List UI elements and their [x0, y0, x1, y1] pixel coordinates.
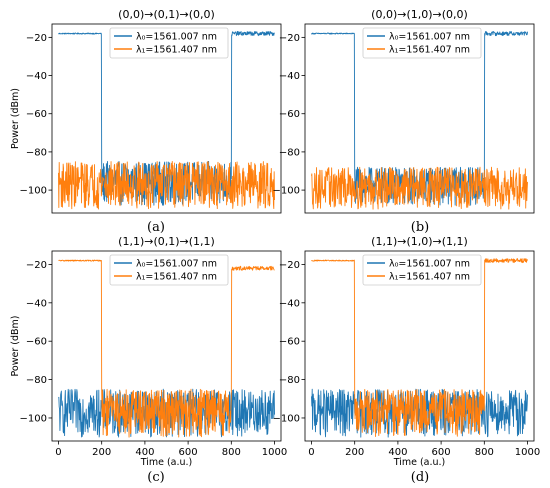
y-tick-label-d-4: −20 — [279, 260, 300, 271]
legend-box-c — [109, 254, 229, 286]
legend-entry-lambda0-a: λ₀=1561.007 nm — [136, 32, 217, 43]
x-tick-label-c-2: 400 — [135, 447, 154, 458]
y-tick-label-c-2: −60 — [26, 337, 47, 348]
x-tick-label-d-2: 400 — [388, 447, 407, 458]
y-tick-label-d-1: −80 — [279, 375, 300, 386]
legend-d: λ₀=1561.007 nm λ₁=1561.407 nm — [362, 254, 482, 286]
y-tick-label-c-0: −100 — [20, 413, 47, 424]
legend-entry-lambda1-a: λ₁=1561.407 nm — [136, 45, 217, 56]
panel-label-c: (c) — [147, 470, 164, 485]
x-tick-label-d-1: 200 — [345, 447, 364, 458]
legend-box-b — [362, 27, 482, 59]
plot-area-c — [58, 259, 275, 438]
axes-frame-d — [304, 250, 535, 442]
legend-entry-lambda0-b: λ₀=1561.007 nm — [389, 32, 470, 43]
legend-entry-lambda1-d: λ₁=1561.407 nm — [389, 272, 470, 283]
chart-panel-c: (1,1)→(0,1)→(1,1) Power (dBm) Time (a.u.… — [10, 235, 287, 468]
x-axis-label-d: Time (a.u.) — [393, 457, 446, 468]
axes-frame-c — [51, 250, 282, 442]
y-tick-label-d-2: −60 — [279, 337, 300, 348]
panel-label-d: (d) — [411, 470, 429, 485]
legend-box-a — [109, 27, 229, 59]
y-tick-label-a-0: −100 — [20, 186, 47, 197]
y-tick-label-d-3: −40 — [279, 298, 300, 309]
series-line-lambda1-b — [311, 166, 528, 210]
y-tick-label-b-1: −80 — [279, 147, 300, 158]
axes-frame-a — [51, 23, 282, 214]
chart-title-b: (0,0)→(1,0)→(0,0) — [371, 8, 468, 21]
series-line-lambda0-c — [58, 388, 275, 438]
axes-frame-b — [304, 23, 535, 214]
y-tick-label-c-4: −20 — [26, 260, 47, 271]
legend-entry-lambda0-c: λ₀=1561.007 nm — [136, 259, 217, 270]
y-tick-label-a-4: −20 — [26, 33, 47, 44]
x-tick-label-d-0: 0 — [308, 447, 314, 458]
y-tick-label-a-2: −60 — [26, 109, 47, 120]
panel-label-a: (a) — [147, 220, 165, 235]
x-tick-label-d-5: 1000 — [515, 447, 540, 458]
legend-box-d — [362, 254, 482, 286]
y-tick-label-b-0: −100 — [273, 186, 300, 197]
y-axis-label-c: Power (dBm) — [10, 316, 21, 377]
y-tick-label-a-3: −40 — [26, 71, 47, 82]
x-tick-label-c-1: 200 — [92, 447, 111, 458]
chart-title-c: (1,1)→(0,1)→(1,1) — [118, 235, 215, 248]
chart-panel-d: (1,1)→(1,0)→(1,1) Time (a.u.) λ₀=1561.00… — [273, 235, 541, 468]
series-line-lambda1-d — [311, 258, 528, 437]
y-tick-label-b-2: −60 — [279, 109, 300, 120]
x-tick-label-d-3: 600 — [432, 447, 451, 458]
legend-b: λ₀=1561.007 nm λ₁=1561.407 nm — [362, 27, 482, 59]
plot-area-a — [58, 31, 275, 210]
y-tick-label-d-0: −100 — [273, 413, 300, 424]
series-line-lambda1-a — [58, 161, 275, 210]
chart-panel-a: (0,0)→(0,1)→(0,0) Power (dBm) λ₀=1561.00… — [10, 8, 282, 214]
x-tick-label-c-0: 0 — [55, 447, 61, 458]
legend-entry-lambda1-c: λ₁=1561.407 nm — [136, 272, 217, 283]
chart-title-d: (1,1)→(1,0)→(1,1) — [371, 235, 468, 248]
legend-entry-lambda1-b: λ₁=1561.407 nm — [389, 45, 470, 56]
x-tick-label-c-5: 1000 — [262, 447, 287, 458]
series-line-lambda0-d — [311, 388, 528, 438]
legend-c: λ₀=1561.007 nm λ₁=1561.407 nm — [109, 254, 229, 286]
y-tick-label-c-1: −80 — [26, 375, 47, 386]
chart-panel-b: (0,0)→(1,0)→(0,0) λ₀=1561.007 nm λ₁=1561… — [273, 8, 535, 214]
chart-title-a: (0,0)→(0,1)→(0,0) — [118, 8, 215, 21]
panel-label-b: (b) — [411, 220, 429, 235]
x-tick-label-d-4: 800 — [475, 447, 494, 458]
x-tick-label-c-3: 600 — [179, 447, 198, 458]
y-tick-label-b-3: −40 — [279, 71, 300, 82]
plot-area-d — [311, 258, 528, 438]
x-axis-label-c: Time (a.u.) — [140, 457, 193, 468]
series-line-lambda0-b — [311, 31, 528, 206]
y-tick-label-a-1: −80 — [26, 147, 47, 158]
series-line-lambda1-c — [58, 259, 275, 438]
plot-area-b — [311, 31, 528, 210]
y-tick-label-b-4: −20 — [279, 33, 300, 44]
legend-a: λ₀=1561.007 nm λ₁=1561.407 nm — [109, 27, 229, 59]
y-axis-label-a: Power (dBm) — [10, 88, 21, 149]
legend-entry-lambda0-d: λ₀=1561.007 nm — [389, 259, 470, 270]
x-tick-label-c-4: 800 — [222, 447, 241, 458]
y-tick-label-c-3: −40 — [26, 298, 47, 309]
